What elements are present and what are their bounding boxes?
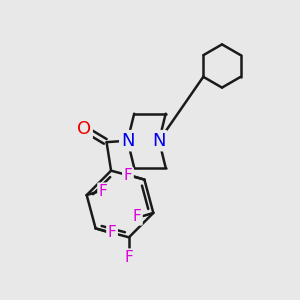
Text: F: F <box>124 250 133 265</box>
Text: F: F <box>99 184 107 199</box>
Text: F: F <box>133 209 141 224</box>
Text: F: F <box>124 169 132 184</box>
Text: F: F <box>108 224 116 239</box>
Text: N: N <box>152 132 166 150</box>
Text: N: N <box>121 132 134 150</box>
Text: O: O <box>77 120 91 138</box>
